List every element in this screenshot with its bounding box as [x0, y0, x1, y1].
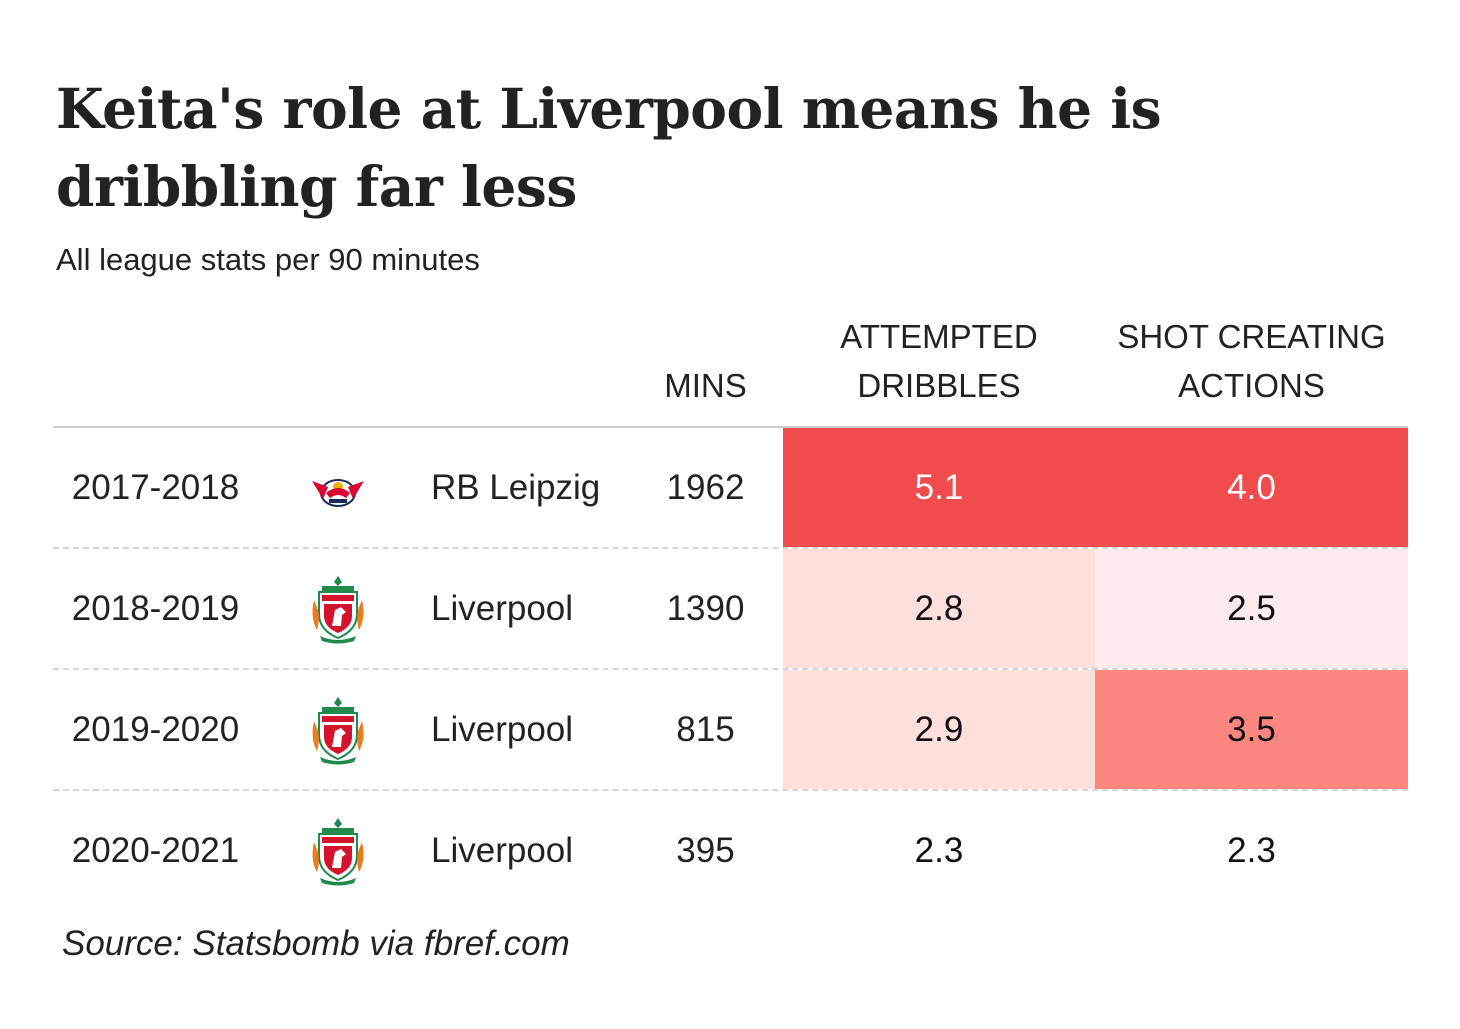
dribbles-cell: 2.9 [783, 670, 1095, 789]
table-row: 2019-2020 Liverpool 815 2.9 3.5 [53, 670, 1408, 791]
mins-cell: 1962 [666, 467, 745, 507]
season-cell: 2019-2020 [71, 709, 240, 749]
header-attempted-dribbles: ATTEMPTED DRIBBLES [840, 318, 1038, 404]
table-row: 2020-2021 Liverpool 395 2.3 2.3 [53, 791, 1408, 910]
header-shot-creating-actions: SHOT CREATING ACTIONS [1117, 318, 1386, 404]
header-mins: MINS [664, 367, 747, 404]
table-row: 2017-2018 RB Leipzig 1962 5.1 4.0 [53, 428, 1408, 549]
sca-cell: 3.5 [1095, 670, 1408, 789]
liverpool-crest-icon [308, 670, 368, 789]
liverpool-crest-icon [308, 549, 368, 668]
team-cell: Liverpool [431, 709, 574, 749]
rb-leipzig-crest-icon [308, 428, 368, 547]
season-cell: 2018-2019 [71, 588, 240, 628]
dribbles-cell: 2.3 [783, 791, 1095, 910]
dribbles-cell: 5.1 [783, 428, 1095, 547]
sca-cell: 4.0 [1095, 428, 1408, 547]
team-cell: Liverpool [431, 830, 574, 870]
table-body: 2017-2018 RB Leipzig 1962 5.1 4.0 2018-2019 Li… [53, 428, 1408, 910]
chart-title: Keita's role at Liverpool means he is dr… [56, 76, 1162, 219]
sca-cell: 2.3 [1095, 791, 1408, 910]
chart-subtitle: All league stats per 90 minutes [56, 242, 480, 277]
stats-table: MINS ATTEMPTED DRIBBLES SHOT CREATING AC… [53, 305, 1408, 910]
sca-cell: 2.5 [1095, 549, 1408, 668]
team-cell: Liverpool [431, 588, 574, 628]
source-note: Source: Statsbomb via fbref.com [62, 924, 570, 963]
team-cell: RB Leipzig [431, 467, 601, 507]
table-row: 2018-2019 Liverpool 1390 2.8 2.5 [53, 549, 1408, 670]
dribbles-cell: 2.8 [783, 549, 1095, 668]
season-cell: 2017-2018 [71, 467, 240, 507]
mins-cell: 1390 [666, 588, 745, 628]
table-header: MINS ATTEMPTED DRIBBLES SHOT CREATING AC… [53, 305, 1408, 428]
mins-cell: 395 [676, 830, 735, 870]
liverpool-crest-icon [308, 791, 368, 910]
mins-cell: 815 [676, 709, 735, 749]
season-cell: 2020-2021 [71, 830, 240, 870]
